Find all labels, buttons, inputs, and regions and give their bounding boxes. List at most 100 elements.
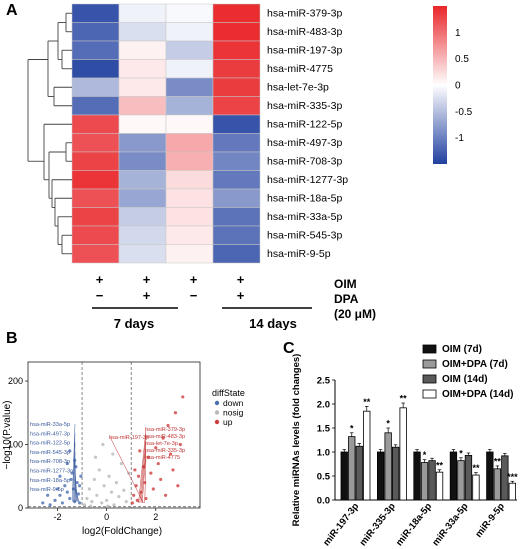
volcano-point: [138, 449, 142, 453]
heatmap-cell: [212, 188, 261, 208]
heatmap-cell: [165, 188, 214, 208]
volcano-connector: [142, 449, 147, 503]
heatmap-row-label: hsa-miR-497-3p: [267, 137, 342, 149]
y-tick-label: 100: [8, 440, 23, 450]
colorbar-tick-label: 0: [455, 81, 461, 92]
legend-swatch: [422, 359, 437, 369]
volcano-point: [144, 496, 148, 501]
heatmap-cell: [165, 151, 214, 171]
volcano-plot-panel: hsa-miR-33a-5p hsa-miR-497-3p hsa-miR-122-…: [2, 361, 245, 537]
category-label: miR-335-3p: [358, 501, 398, 548]
heatmap-cell: [118, 207, 167, 227]
volcano-point: [89, 504, 93, 508]
volcano-point: [176, 484, 180, 488]
heatmap-cell: [165, 133, 214, 153]
volcano-connector: [138, 428, 147, 503]
legend-label: OIM+DPA (14d): [442, 389, 513, 400]
volcano-label-up: hsa-miR-197-3p: [109, 435, 149, 441]
colorbar-tick-label: 1: [455, 28, 461, 39]
heatmap-row-label: hsa-miR-545-3p: [267, 230, 342, 242]
heatmap-cell: [71, 77, 120, 97]
heatmap-cell: [212, 114, 261, 134]
volcano-point: [92, 477, 96, 482]
heatmap-cell: [165, 114, 214, 134]
y-axis-label: −log10(P.value): [2, 400, 13, 469]
heatmap-cell: [118, 40, 167, 60]
volcano-connector: [109, 436, 144, 504]
volcano-point: [95, 493, 99, 497]
heatmap-cell: [165, 40, 214, 60]
legend-item-label: nosig: [223, 408, 244, 418]
bar: [508, 482, 517, 501]
x-axis-label: log2(FoldChange): [82, 526, 162, 537]
volcano-point: [55, 487, 60, 491]
bar: [493, 468, 502, 501]
volcano-point: [46, 493, 50, 497]
heatmap-cell: [212, 77, 261, 97]
volcano-point: [178, 442, 182, 447]
volcano-point: [93, 455, 98, 459]
volcano-point: [161, 436, 165, 440]
volcano-label-up: hsa-miR-483-3p: [145, 434, 185, 440]
heatmap-row-label: hsa-miR-4775: [267, 63, 333, 75]
heatmap-cell: [118, 77, 167, 97]
legend-marker: [214, 400, 220, 406]
heatmap-cell: [118, 151, 167, 171]
volcano-point: [107, 474, 111, 478]
volcano-point: [58, 474, 62, 478]
volcano-label-up: hsa-miR-379-3p: [145, 427, 185, 433]
dpa-sign: +: [143, 288, 151, 303]
category-label: miR-9-5p: [473, 501, 507, 540]
y-tick-label: 1.0: [317, 448, 330, 459]
significance-marker: *: [350, 423, 354, 433]
volcano-point: [136, 474, 141, 478]
heatmap-cell: [118, 96, 167, 116]
volcano-point: [124, 500, 128, 504]
significance-marker: **: [400, 394, 408, 404]
x-tick-label: -2: [53, 512, 61, 522]
volcano-point: [41, 501, 45, 505]
volcano-point: [76, 492, 80, 496]
volcano-point: [102, 484, 106, 488]
group-label-14d: 14 days: [249, 316, 297, 330]
volcano-point: [154, 446, 158, 450]
significance-marker: *: [423, 450, 427, 460]
heatmap-cell: [118, 133, 167, 153]
legend-item-label: up: [223, 417, 233, 427]
heatmap-cell: [71, 59, 120, 79]
volcano-point: [159, 477, 163, 482]
volcano-label-down: hsa-miR-708-3p: [30, 459, 70, 465]
colorbar-tick-label: -0.5: [455, 107, 473, 118]
volcano-point: [48, 503, 52, 507]
volcano-point: [65, 461, 69, 466]
bar: [435, 471, 444, 501]
bar: [377, 451, 385, 501]
heatmap-cell: [118, 244, 167, 264]
heatmap-row-label: hsa-miR-197-3p: [267, 45, 342, 57]
heatmap-cell: [71, 3, 120, 23]
y-tick-label: 1.5: [317, 424, 331, 435]
significance-marker: **: [472, 463, 480, 473]
panel-a-letter: A: [6, 2, 18, 19]
heatmap-row-label: hsa-let-7e-3p: [267, 82, 329, 94]
dpa-sign: −: [190, 288, 198, 303]
heatmap-cell: [71, 207, 120, 227]
significance-marker: **: [494, 456, 502, 466]
legend-marker: [214, 410, 220, 415]
heatmap-cell: [212, 170, 261, 190]
legend-item-label: down: [223, 398, 244, 408]
significance-marker: *: [386, 419, 390, 429]
volcano-point: [63, 484, 67, 488]
bar: [363, 410, 371, 501]
volcano-connector: [140, 442, 147, 503]
volcano-point: [58, 493, 62, 497]
category-label: miR-197-3p: [321, 501, 361, 548]
heatmap-row-label: hsa-miR-335-3p: [267, 100, 342, 112]
volcano-point: [68, 449, 72, 453]
volcano-point: [79, 474, 83, 478]
legend-swatch: [422, 389, 437, 399]
bar: [384, 432, 392, 501]
heatmap-cell: [71, 22, 120, 42]
volcano-point: [130, 501, 135, 505]
volcano-point: [132, 493, 136, 497]
